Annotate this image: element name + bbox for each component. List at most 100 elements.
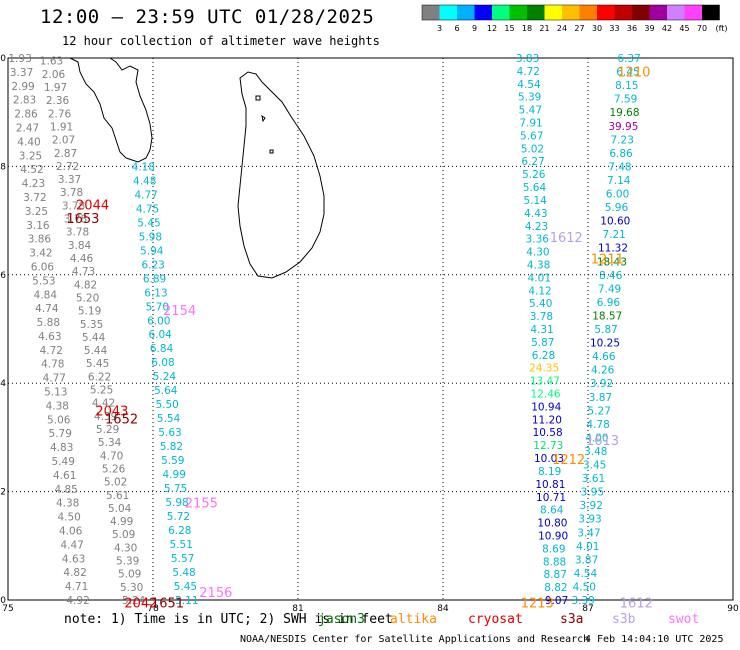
swh-value: 4.06 [59,526,83,538]
islet-1 [255,95,261,101]
swh-value: 6.08 [151,357,174,369]
swh-value: 7.14 [607,175,631,187]
swh-value: 3.25 [19,150,42,162]
swh-value: 5.19 [78,306,101,318]
color-scale-legend: 3 6 9 12 15 18 21 24 27 30 33 36 39 42 45 70 (ft) [421,4,728,33]
swh-value: 6.00 [606,189,629,201]
pass-time-label: 1211 [591,253,624,268]
swh-value: 4.72 [517,66,540,78]
pass-time-label: 2042 [124,597,157,612]
page-title: 12:00 — 23:59 UTC 01/28/2025 [40,6,375,28]
pass-time-label: 2154 [163,304,196,319]
swh-value: 5.82 [160,441,183,453]
swh-value: 4.50 [57,512,80,524]
color-swatch [457,5,475,20]
swh-value: 3.84 [68,240,92,252]
swh-value: 3.78 [66,227,89,239]
swh-value: 4.42 [92,398,115,410]
swh-value: 3.25 [25,206,48,218]
swh-value: 6.84 [150,343,174,355]
color-swatch [544,5,562,20]
swh-value: 4.99 [163,469,186,481]
swh-value: 5.45 [174,581,197,593]
swh-value: 6.28 [168,525,191,537]
swh-value: 4.30 [114,542,137,554]
swh-value: 5.13 [44,387,67,399]
swh-value: 10.03 [534,453,564,465]
swh-value: 4.23 [22,178,45,190]
swh-value: 4.46 [70,253,94,265]
swh-value: 6.27 [521,156,544,168]
swh-value: 4.72 [40,345,63,357]
swh-value: 4.77 [134,189,157,201]
swh-value: 7.49 [598,283,621,295]
swh-value: 5.64 [523,182,547,194]
swh-value: 5.75 [164,483,187,495]
swh-value: 11.32 [598,243,628,255]
swh-value: 5.88 [37,317,60,329]
color-scale-tick: 45 [679,24,689,33]
swh-value: 4.84 [34,289,58,301]
swh-value: 5.87 [531,337,554,349]
swh-value: 3.92 [590,378,613,390]
swh-value: 5.35 [80,319,103,331]
swh-value: 3.42 [29,248,52,260]
swh-value: 4.30 [526,247,549,259]
swh-value: 5.30 [120,582,143,594]
swh-value: 5.98 [139,231,162,243]
swh-value: 4.47 [60,539,83,551]
color-scale-tick: 27 [574,24,584,33]
satellite-legend-cryosat: cryosat [468,612,523,627]
swh-value: 4.71 [65,581,88,593]
y-tick-label: 8 [0,162,6,172]
color-swatch [562,5,580,20]
swh-value: 2.07 [52,135,75,147]
y-tick-label: 2 [0,488,6,498]
swh-value: 4.82 [74,279,97,291]
swh-value: 18.43 [597,256,627,268]
color-scale-tick: 12 [487,24,497,33]
swh-value: 2.76 [48,108,72,120]
swh-value: 5.11 [175,595,198,607]
page-subtitle: 12 hour collection of altimeter wave hei… [62,34,380,48]
pass-time-label: 1212 [552,453,585,468]
swh-value: 5.06 [47,414,71,426]
swh-value: 4.38 [527,259,550,271]
footnote-text: note: 1) Time is in UTC; 2) SWH is in fe… [64,612,393,627]
swh-value: 5.49 [52,456,75,468]
x-tick-label: 81 [292,604,303,614]
swh-value: 4.48 [133,175,156,187]
color-scale-tick: 18 [522,24,532,33]
swh-value: 3.92 [580,500,603,512]
color-scale-tick: 36 [627,24,637,33]
swh-value: 6.00 [147,315,170,327]
y-tick-label: 4 [0,379,6,389]
swh-value: 5.70 [146,301,169,313]
color-scale-tick: 24 [557,24,567,33]
swh-value: 4.01 [528,272,551,284]
swh-value: 3.83 [516,53,539,65]
swh-value: 5.26 [102,463,126,475]
swh-value: 4.26 [591,365,615,377]
swh-value: 7.59 [614,94,637,106]
swh-value: 8.64 [540,505,564,517]
swh-value: 1.97 [44,82,67,94]
credit-line: NOAA/NESDIS Center for Satellite Applica… [240,634,590,645]
swh-value: 5.87 [594,324,617,336]
pass-time-label: 2155 [185,496,218,511]
india-coastline [69,57,153,163]
pass-time-label: 2044 [76,198,109,213]
swh-value: 5.45 [137,217,160,229]
swh-value: 12.46 [531,389,561,401]
islet-3 [261,114,266,123]
swh-value: 2.99 [11,81,34,93]
swh-value: 3.78 [60,187,83,199]
swh-value: 5.24 [153,371,177,383]
swh-value: 6.06 [31,261,55,273]
color-bar-outline [421,4,720,21]
swh-value: 5.98 [165,497,188,509]
swh-value: 5.59 [161,455,184,467]
color-scale-tick: 9 [472,24,477,33]
swh-value: 5.02 [521,143,544,155]
swh-value: 3.61 [582,473,605,485]
